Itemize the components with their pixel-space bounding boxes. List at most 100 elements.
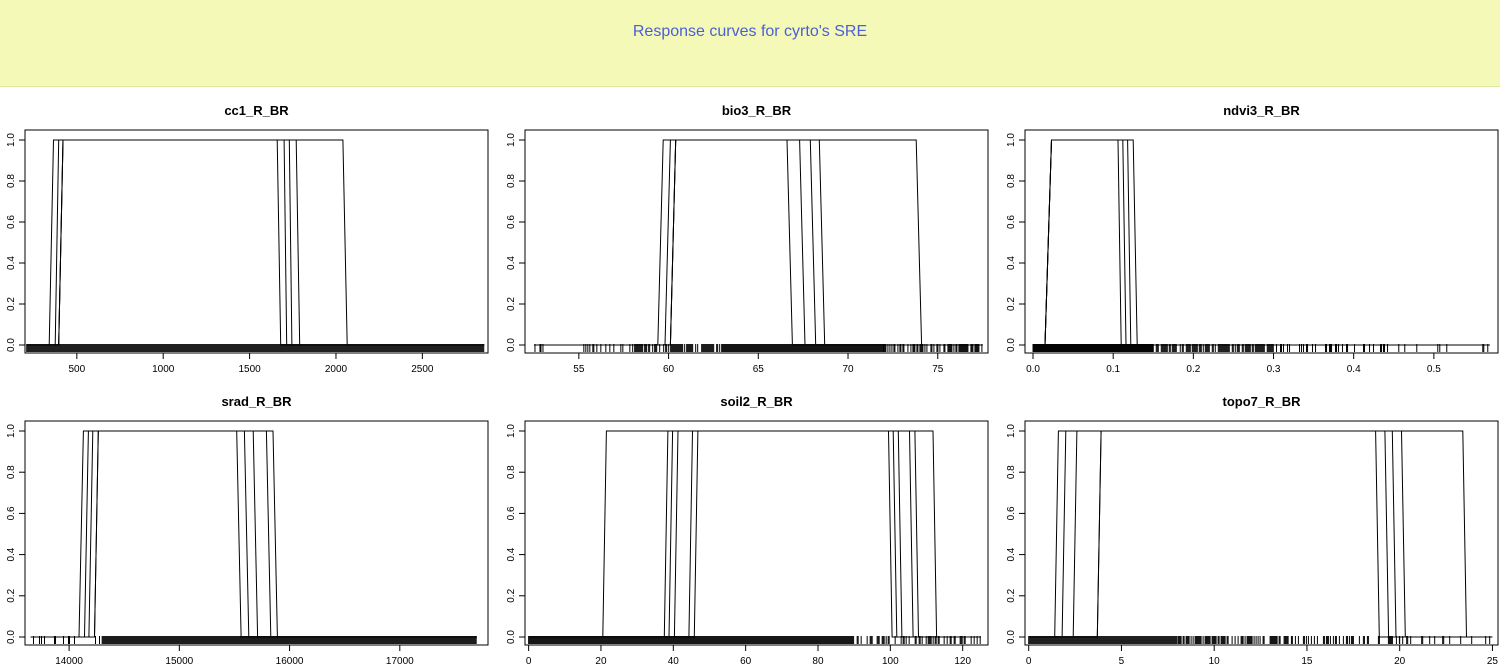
panel-title: srad_R_BR <box>221 394 292 409</box>
response-curve-5 <box>1028 430 1493 638</box>
plot-frame <box>524 129 989 354</box>
y-tick-label: 0.4 <box>6 256 17 270</box>
y-tick-label: 0.2 <box>1006 588 1017 602</box>
chart-panel-5: soil2_R_BR 0.0 0.2 0.4 0.6 0.8 1.0 0 20 40 60 80 100… <box>506 394 989 667</box>
plot-frame <box>24 420 489 646</box>
x-tick-label: 0.4 <box>1347 364 1361 375</box>
x-tick-label: 2000 <box>325 364 348 375</box>
y-tick-label: 0.0 <box>506 338 517 352</box>
x-tick-label: 20 <box>595 656 607 667</box>
y-tick-label: 1.0 <box>6 424 17 438</box>
y-tick-label: 0.8 <box>506 174 517 188</box>
response-curve-3 <box>26 139 485 346</box>
x-tick-label: 80 <box>812 656 824 667</box>
x-tick-label: 65 <box>753 364 765 375</box>
x-tick-label: 60 <box>740 656 752 667</box>
y-tick-label: 0.2 <box>506 297 517 311</box>
response-curve-2 <box>534 139 983 346</box>
y-tick-label: 0.6 <box>6 506 17 520</box>
response-curve-1 <box>534 139 983 346</box>
x-tick-label: 0.2 <box>1186 364 1200 375</box>
y-tick-label: 0.4 <box>506 547 517 561</box>
response-curve-4 <box>26 139 485 346</box>
y-tick-label: 0.2 <box>1006 297 1017 311</box>
panel-title: soil2_R_BR <box>720 394 793 409</box>
y-tick-label: 0.6 <box>1006 506 1017 520</box>
chart-panel-6: topo7_R_BR 0.0 0.2 0.4 0.6 0.8 1.0 0 5 10 15 20 25 <box>1006 394 1499 667</box>
y-tick-label: 0.4 <box>506 256 517 270</box>
y-tick-label: 0.0 <box>6 338 17 352</box>
y-tick-label: 1.0 <box>1006 133 1017 147</box>
x-tick-label: 0 <box>526 656 532 667</box>
plot-frame <box>524 420 989 646</box>
x-tick-label: 2500 <box>411 364 434 375</box>
x-tick-label: 1000 <box>152 364 175 375</box>
y-tick-label: 0.2 <box>506 588 517 602</box>
chart-panel-4: srad_R_BR 0.0 0.2 0.4 0.6 0.8 1.0 14000 15000 160… <box>6 394 489 667</box>
chart-panel-2: bio3_R_BR 0.0 0.2 0.4 0.6 0.8 1.0 55 60 65 70 75 <box>506 103 989 375</box>
x-tick-label: 14000 <box>55 656 83 667</box>
panel-title: bio3_R_BR <box>722 103 792 118</box>
y-tick-label: 0.0 <box>6 630 17 644</box>
response-curve-5 <box>534 139 983 346</box>
x-tick-label: 17000 <box>386 656 414 667</box>
y-tick-label: 0.6 <box>506 506 517 520</box>
x-tick-label: 55 <box>573 364 585 375</box>
x-tick-label: 1500 <box>238 364 261 375</box>
panel-title: cc1_R_BR <box>224 103 289 118</box>
response-curve-5 <box>30 430 477 638</box>
response-curve-1 <box>1033 139 1490 346</box>
x-tick-label: 120 <box>954 656 971 667</box>
y-tick-label: 0.6 <box>6 215 17 229</box>
response-curve-4 <box>1033 139 1490 346</box>
x-tick-label: 70 <box>842 364 854 375</box>
plot-frame <box>24 129 489 354</box>
x-tick-label: 0.1 <box>1106 364 1120 375</box>
y-tick-label: 0.8 <box>1006 465 1017 479</box>
y-tick-label: 0.8 <box>6 174 17 188</box>
y-tick-label: 0.8 <box>6 465 17 479</box>
y-tick-label: 0.0 <box>1006 338 1017 352</box>
response-curve-3 <box>1033 139 1490 346</box>
y-tick-label: 0.6 <box>1006 215 1017 229</box>
x-tick-label: 60 <box>663 364 675 375</box>
response-curve-4 <box>528 430 981 638</box>
y-tick-label: 1.0 <box>506 133 517 147</box>
x-tick-label: 10 <box>1209 656 1221 667</box>
x-tick-label: 25 <box>1487 656 1499 667</box>
panel-title: ndvi3_R_BR <box>1223 103 1300 118</box>
y-tick-label: 1.0 <box>506 424 517 438</box>
x-tick-label: 500 <box>68 364 85 375</box>
x-tick-label: 15 <box>1301 656 1313 667</box>
y-tick-label: 0.8 <box>506 465 517 479</box>
y-tick-label: 0.6 <box>506 215 517 229</box>
x-tick-label: 0.0 <box>1026 364 1040 375</box>
page-title: Response curves for cyrto's SRE <box>632 23 868 40</box>
response-curve-1 <box>26 139 485 346</box>
y-tick-label: 0.0 <box>506 630 517 644</box>
chart-panel-1: cc1_R_BR 0.0 0.2 0.4 0.6 0.8 1.0 500 1000 1500 200… <box>6 103 489 375</box>
x-tick-label: 0.5 <box>1427 364 1441 375</box>
response-curve-4 <box>534 139 983 346</box>
y-tick-label: 0.4 <box>1006 547 1017 561</box>
y-tick-label: 1.0 <box>1006 424 1017 438</box>
response-curve-2 <box>26 139 485 346</box>
response-curve-2 <box>1033 139 1490 346</box>
y-tick-label: 0.4 <box>1006 256 1017 270</box>
x-tick-label: 15000 <box>165 656 193 667</box>
x-tick-label: 20 <box>1394 656 1406 667</box>
x-tick-label: 5 <box>1119 656 1125 667</box>
panel-title: topo7_R_BR <box>1222 394 1301 409</box>
header-banner: Response curves for cyrto's SRE <box>0 0 1500 87</box>
response-curve-5 <box>26 139 485 346</box>
y-tick-label: 0.2 <box>6 588 17 602</box>
y-tick-label: 0.2 <box>6 297 17 311</box>
x-tick-label: 40 <box>668 656 680 667</box>
x-tick-label: 100 <box>882 656 899 667</box>
response-curve-3 <box>534 139 983 346</box>
x-tick-label: 0 <box>1026 656 1032 667</box>
y-tick-label: 0.0 <box>1006 630 1017 644</box>
x-tick-label: 75 <box>932 364 944 375</box>
y-tick-label: 0.8 <box>1006 174 1017 188</box>
x-tick-label: 0.3 <box>1267 364 1281 375</box>
